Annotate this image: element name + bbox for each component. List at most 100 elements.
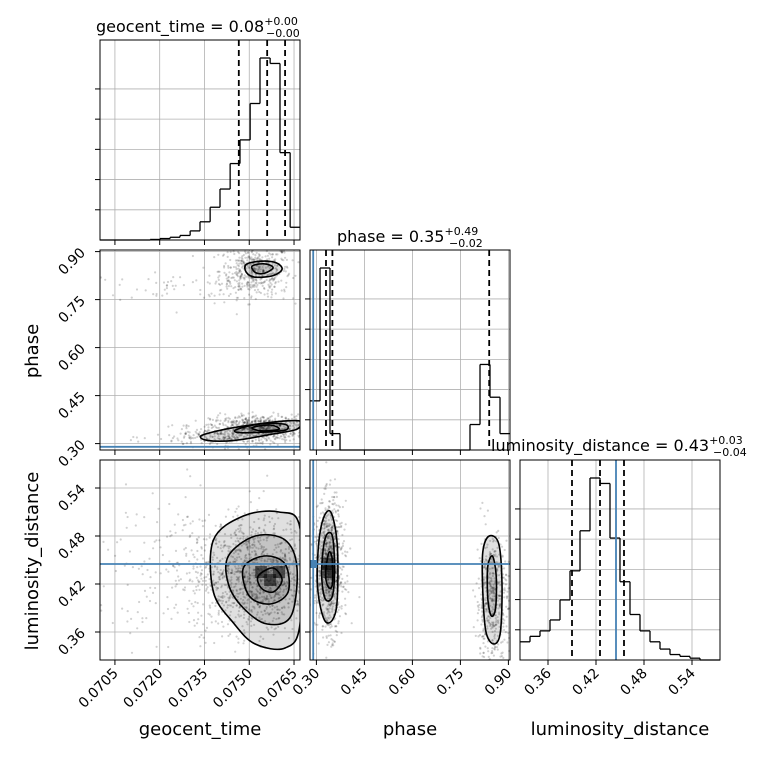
scatter-geocent-time-vs-luminosity-distance-point xyxy=(289,523,293,526)
scatter-geocent-time-vs-luminosity-distance-point xyxy=(230,568,233,571)
scatter-geocent-time-vs-luminosity-distance-point xyxy=(266,572,269,575)
scatter-geocent-time-vs-luminosity-distance-point xyxy=(283,606,286,609)
scatter-geocent-time-vs-phase-point xyxy=(216,442,219,446)
scatter-geocent-time-vs-phase-point xyxy=(256,257,259,260)
scatter-geocent-time-vs-phase-point xyxy=(281,438,284,441)
scatter-geocent-time-vs-luminosity-distance-point xyxy=(275,551,278,554)
scatter-geocent-time-vs-luminosity-distance-point xyxy=(137,567,140,570)
ytick-label-phase-2: 0.60 xyxy=(55,341,88,374)
scatter-geocent-time-vs-phase-point xyxy=(240,274,244,277)
scatter-geocent-time-vs-phase-point xyxy=(251,439,254,442)
scatter-geocent-time-vs-phase-point xyxy=(279,425,282,428)
scatter-phase-vs-luminosity-distance-point xyxy=(324,485,327,488)
scatter-geocent-time-vs-luminosity-distance-point xyxy=(224,515,227,518)
scatter-geocent-time-vs-luminosity-distance-point xyxy=(183,589,186,592)
scatter-phase-vs-luminosity-distance-point xyxy=(327,524,330,527)
scatter-geocent-time-vs-luminosity-distance-point xyxy=(250,590,253,593)
scatter-geocent-time-vs-luminosity-distance-point xyxy=(208,604,211,607)
scatter-phase-vs-luminosity-distance-point xyxy=(323,552,326,555)
scatter-phase-vs-luminosity-distance-point xyxy=(327,592,330,595)
scatter-geocent-time-vs-phase-point xyxy=(276,264,279,268)
scatter-phase-vs-luminosity-distance-point xyxy=(501,545,504,548)
scatter-geocent-time-vs-luminosity-distance-point xyxy=(273,606,276,609)
scatter-phase-vs-luminosity-distance-point xyxy=(335,491,338,494)
scatter-geocent-time-vs-phase-point xyxy=(182,442,185,445)
scatter-geocent-time-vs-luminosity-distance-point xyxy=(237,580,240,583)
scatter-geocent-time-vs-luminosity-distance-point xyxy=(221,592,224,595)
scatter-geocent-time-vs-luminosity-distance-point xyxy=(213,582,216,585)
scatter-phase-vs-luminosity-distance-point xyxy=(327,525,330,528)
scatter-geocent-time-vs-phase-point xyxy=(185,427,188,430)
scatter-geocent-time-vs-phase-point xyxy=(171,284,174,287)
scatter-geocent-time-vs-luminosity-distance-point xyxy=(233,586,236,589)
scatter-geocent-time-vs-phase-point xyxy=(246,243,248,245)
scatter-geocent-time-vs-luminosity-distance-point xyxy=(230,578,233,581)
scatter-geocent-time-vs-luminosity-distance-point xyxy=(244,560,247,563)
scatter-phase-vs-luminosity-distance-point xyxy=(320,532,323,535)
scatter-geocent-time-vs-luminosity-distance-point xyxy=(238,567,241,570)
scatter-geocent-time-vs-luminosity-distance-point xyxy=(245,542,249,546)
xaxis-label-geocent-time: geocent_time xyxy=(139,719,262,740)
scatter-geocent-time-vs-luminosity-distance-point xyxy=(239,527,242,530)
scatter-geocent-time-vs-phase-point xyxy=(229,282,232,285)
scatter-geocent-time-vs-phase-point xyxy=(260,281,263,284)
scatter-geocent-time-vs-luminosity-distance-point xyxy=(235,575,238,579)
scatter-geocent-time-vs-luminosity-distance-point xyxy=(236,578,239,581)
scatter-geocent-time-vs-phase-point xyxy=(173,435,176,438)
scatter-geocent-time-vs-luminosity-distance-point xyxy=(277,625,280,629)
scatter-geocent-time-vs-luminosity-distance-point xyxy=(275,593,278,596)
scatter-geocent-time-vs-luminosity-distance-point xyxy=(259,578,262,581)
scatter-phase-vs-luminosity-distance-point xyxy=(504,631,507,634)
scatter-geocent-time-vs-luminosity-distance-point xyxy=(265,598,269,601)
scatter-geocent-time-vs-phase-point xyxy=(274,282,277,285)
scatter-geocent-time-vs-phase-point xyxy=(282,425,285,428)
scatter-geocent-time-vs-luminosity-distance-point xyxy=(264,531,267,534)
scatter-geocent-time-vs-luminosity-distance-point xyxy=(273,548,276,551)
scatter-geocent-time-vs-phase-point xyxy=(238,285,241,288)
scatter-geocent-time-vs-luminosity-distance-point xyxy=(262,591,265,594)
scatter-phase-vs-luminosity-distance-point xyxy=(321,599,324,602)
scatter-geocent-time-vs-phase-point xyxy=(195,432,198,435)
scatter-phase-vs-luminosity-distance-point xyxy=(489,604,492,607)
scatter-phase-vs-luminosity-distance-point xyxy=(342,585,345,588)
scatter-geocent-time-vs-luminosity-distance-point xyxy=(184,523,187,526)
scatter-geocent-time-vs-phase-point xyxy=(254,254,257,257)
scatter-geocent-time-vs-phase-point xyxy=(244,256,247,259)
scatter-geocent-time-vs-luminosity-distance-point xyxy=(264,524,267,527)
scatter-geocent-time-vs-luminosity-distance-point xyxy=(252,592,255,595)
title-geocent-time-sub: −0.00 xyxy=(266,27,300,40)
scatter-phase-vs-luminosity-distance-point xyxy=(493,629,496,633)
scatter-geocent-time-vs-luminosity-distance-point xyxy=(234,570,237,574)
scatter-geocent-time-vs-luminosity-distance-point xyxy=(204,589,208,592)
scatter-geocent-time-vs-phase-point xyxy=(256,442,259,445)
scatter-geocent-time-vs-luminosity-distance-point xyxy=(256,508,259,512)
scatter-phase-vs-luminosity-distance-point xyxy=(500,652,503,655)
scatter-geocent-time-vs-phase-point xyxy=(209,423,212,426)
scatter-geocent-time-vs-luminosity-distance-point xyxy=(253,571,256,574)
scatter-geocent-time-vs-luminosity-distance-point xyxy=(191,520,194,523)
scatter-geocent-time-vs-luminosity-distance-point xyxy=(257,661,259,663)
scatter-phase-vs-luminosity-distance-point xyxy=(337,620,340,623)
scatter-geocent-time-vs-luminosity-distance-point xyxy=(242,561,245,564)
scatter-geocent-time-vs-phase-point xyxy=(261,427,264,430)
scatter-geocent-time-vs-luminosity-distance-point xyxy=(123,564,126,567)
scatter-geocent-time-vs-luminosity-distance-point xyxy=(284,584,288,587)
scatter-geocent-time-vs-phase-point xyxy=(220,282,224,285)
scatter-phase-vs-luminosity-distance-point xyxy=(332,524,335,527)
scatter-geocent-time-vs-luminosity-distance-point xyxy=(242,591,245,594)
scatter-geocent-time-vs-phase-point xyxy=(217,270,220,273)
scatter-geocent-time-vs-luminosity-distance-point xyxy=(169,535,172,538)
scatter-phase-vs-luminosity-distance-point xyxy=(487,576,491,579)
scatter-geocent-time-vs-phase-point xyxy=(267,261,270,264)
scatter-geocent-time-vs-luminosity-distance-point xyxy=(278,593,281,597)
scatter-geocent-time-vs-phase-point xyxy=(188,436,191,439)
scatter-geocent-time-vs-luminosity-distance-point xyxy=(242,532,245,535)
scatter-geocent-time-vs-phase-point xyxy=(262,270,265,273)
scatter-phase-vs-luminosity-distance-point xyxy=(477,608,480,612)
scatter-geocent-time-vs-phase-point xyxy=(208,429,211,432)
scatter-phase-vs-luminosity-distance-point xyxy=(323,487,326,490)
scatter-phase-vs-luminosity-distance-point xyxy=(322,613,325,616)
scatter-geocent-time-vs-luminosity-distance-point xyxy=(276,560,279,563)
scatter-geocent-time-vs-phase-point xyxy=(268,252,271,255)
hist-geocent-time-frame xyxy=(99,39,301,241)
